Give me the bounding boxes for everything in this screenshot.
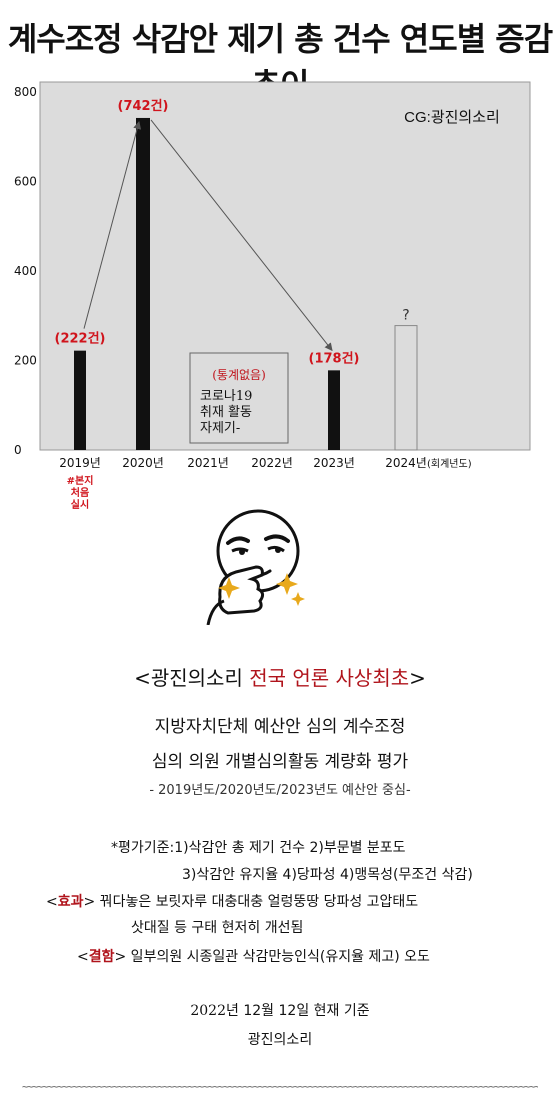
trend-arrows [83,119,333,352]
trend-arrow-down [150,119,333,352]
chart-credit: CG:광진의소리 [404,109,500,126]
no-data-box: (통계없음) 코로나19 취재 활동 자제기- [189,352,289,444]
annotation-2019-line-3: 실시 [71,498,89,510]
data-label-2020년: (742건) [118,98,169,114]
effect-line: <효과> 꿔다놓은 보릿자루 대충대충 얼렁뚱땅 당파성 고압태도 [46,894,419,910]
y-tick-label: 600 [14,175,37,189]
annotation-2019: #본지 처음 실시 [67,474,94,510]
reference-date: 2022년 12월 12일 현재 기준 [190,1003,370,1019]
x-tick-label: 2023년 [313,456,355,470]
description-sub: - 2019년도/2020년도/2023년도 예산안 중심- [149,783,411,798]
no-data-line-1: 코로나19 [200,389,252,404]
y-tick-label: 800 [14,85,37,99]
y-tick-label: 400 [14,264,37,278]
description-line-2: 심의 의원 개별심의활동 계량화 평가 [151,752,409,772]
y-axis-ticks: 800 600 400 200 0 [14,85,37,457]
bar-2023년 [328,370,340,450]
annotation-2019-line-2: 처음 [71,486,89,499]
no-data-line-2: 취재 활동 [200,405,252,420]
criteria-line-2: 3)삭감안 유지율 4)당파성 4)맹목성(무조건 삭감) [182,867,473,883]
no-data-header: (통계없음) [212,368,266,382]
x-tick-label: 2021년 [187,456,229,470]
annotation-2019-line-1: #본지 [67,474,94,487]
x-tick-label: 2024년 [385,456,427,470]
criteria-line-1: *평가기준:1)삭감안 총 제기 건수 2)부문별 분포도 [111,840,406,856]
effect-line-2: 삿대질 등 구태 현저히 개선됨 [131,920,304,936]
bar-2019년 [74,350,86,450]
bar-2020년 [136,117,150,450]
bars: ? [74,117,418,451]
x-axis-note: (회계년도) [427,458,472,470]
flaw-line: <결함> 일부의원 시종일관 삭감만능인식(유지율 제고) 오도 [77,949,430,965]
bar-2024-placeholder [394,325,418,451]
organization-name: 광진의소리 [247,1032,313,1048]
trend-arrow-up [83,120,142,329]
wavy-divider: ~~~~~~~~~~~~~~~~~~~~~~~~~~~~~~~~~~~~~~~~… [22,1082,538,1092]
data-labels: (222건) (742건) (178건) [55,98,360,366]
x-tick-label: 2019년 [59,456,101,470]
section-heading: <광진의소리 전국 언론 사상최초> [134,666,426,690]
x-tick-label: 2022년 [251,456,293,470]
thinking-mascot-icon [206,509,305,625]
data-label-2023년: (178건) [309,350,360,366]
no-data-line-3: 자제기- [200,421,240,436]
y-tick-label: 0 [14,443,22,457]
x-axis-ticks: 2019년 2020년 2021년 2022년 2023년 2024년 [59,456,427,470]
bar-2024-question-label: ? [402,308,409,324]
description-line-1: 지방자치단체 예산안 심의 계수조정 [154,717,406,737]
y-tick-label: 200 [14,354,37,368]
data-label-2019년: (222건) [55,331,106,347]
x-tick-label: 2020년 [122,456,164,470]
